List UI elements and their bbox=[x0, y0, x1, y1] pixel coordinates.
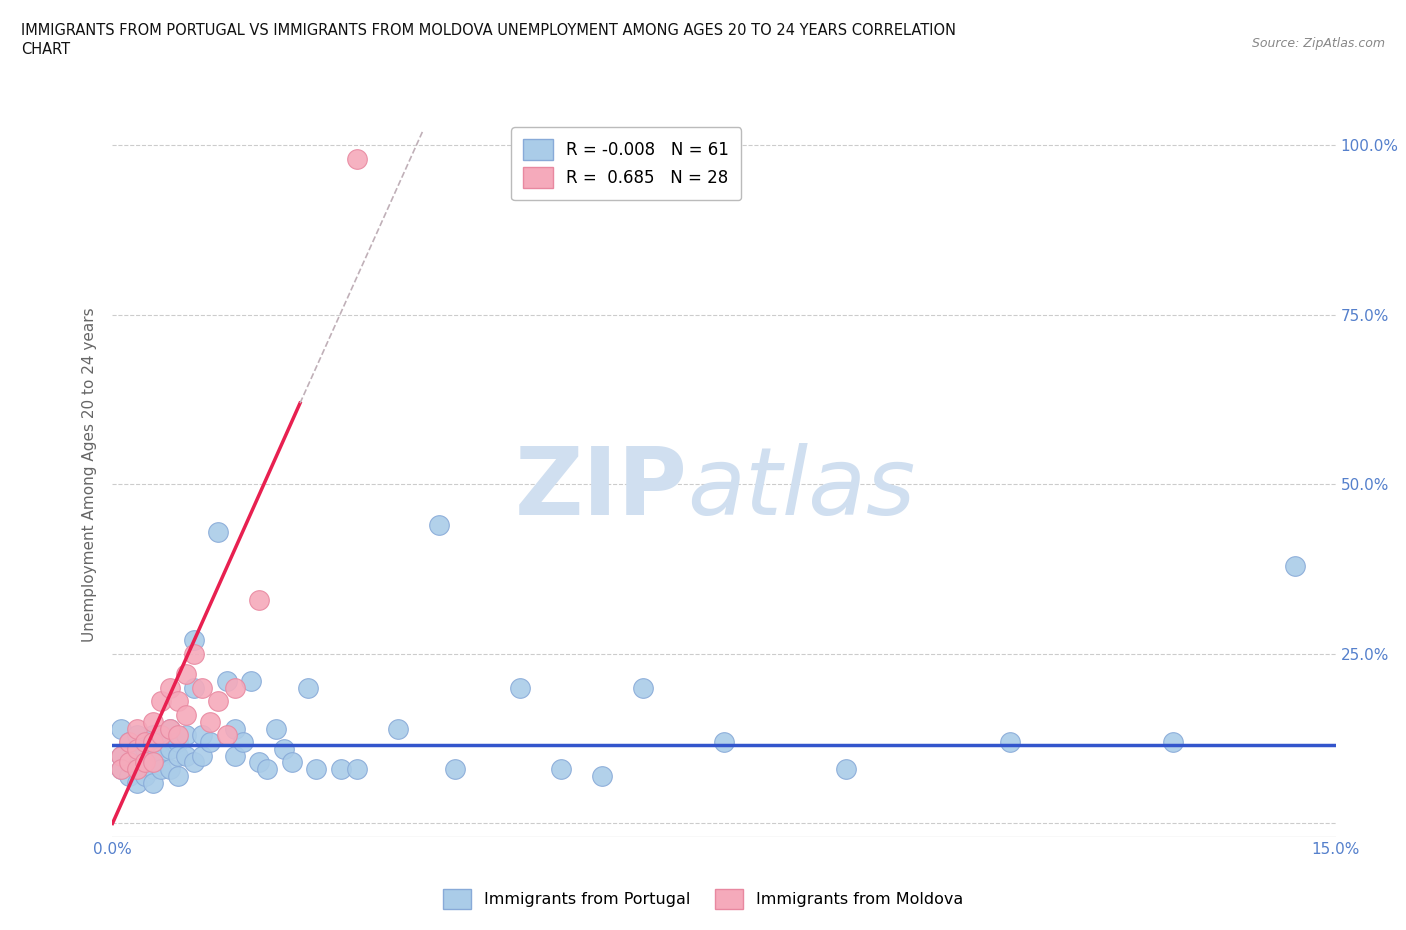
Point bbox=[166, 728, 188, 743]
Point bbox=[174, 749, 197, 764]
Point bbox=[191, 681, 214, 696]
Point bbox=[224, 749, 246, 764]
Point bbox=[183, 633, 205, 648]
Point bbox=[150, 749, 173, 764]
Point bbox=[256, 762, 278, 777]
Point bbox=[174, 708, 197, 723]
Point bbox=[224, 681, 246, 696]
Point bbox=[134, 755, 156, 770]
Point bbox=[159, 721, 181, 736]
Point bbox=[125, 728, 148, 743]
Point bbox=[281, 755, 304, 770]
Point bbox=[247, 755, 270, 770]
Point bbox=[200, 714, 222, 729]
Point bbox=[232, 735, 254, 750]
Point bbox=[207, 694, 229, 709]
Point bbox=[550, 762, 572, 777]
Point bbox=[224, 721, 246, 736]
Point bbox=[240, 673, 263, 688]
Point bbox=[346, 152, 368, 166]
Point bbox=[247, 592, 270, 607]
Point bbox=[297, 681, 319, 696]
Point bbox=[159, 741, 181, 756]
Point bbox=[125, 762, 148, 777]
Text: Source: ZipAtlas.com: Source: ZipAtlas.com bbox=[1251, 37, 1385, 50]
Point bbox=[118, 735, 141, 750]
Point bbox=[215, 673, 238, 688]
Point bbox=[207, 525, 229, 539]
Point bbox=[591, 768, 613, 783]
Point bbox=[174, 667, 197, 682]
Point bbox=[118, 755, 141, 770]
Point bbox=[346, 762, 368, 777]
Point bbox=[444, 762, 467, 777]
Point bbox=[125, 776, 148, 790]
Point bbox=[125, 749, 148, 764]
Point bbox=[1284, 558, 1306, 573]
Point bbox=[110, 762, 132, 777]
Text: IMMIGRANTS FROM PORTUGAL VS IMMIGRANTS FROM MOLDOVA UNEMPLOYMENT AMONG AGES 20 T: IMMIGRANTS FROM PORTUGAL VS IMMIGRANTS F… bbox=[21, 23, 956, 38]
Point bbox=[329, 762, 352, 777]
Point bbox=[142, 735, 165, 750]
Point bbox=[200, 735, 222, 750]
Point bbox=[110, 749, 132, 764]
Point bbox=[183, 646, 205, 661]
Point bbox=[110, 721, 132, 736]
Point bbox=[134, 768, 156, 783]
Point bbox=[159, 762, 181, 777]
Point bbox=[118, 735, 141, 750]
Point bbox=[166, 749, 188, 764]
Point bbox=[159, 721, 181, 736]
Point bbox=[125, 762, 148, 777]
Point bbox=[835, 762, 858, 777]
Point bbox=[273, 741, 295, 756]
Point bbox=[183, 755, 205, 770]
Point bbox=[110, 762, 132, 777]
Point bbox=[998, 735, 1021, 750]
Legend: Immigrants from Portugal, Immigrants from Moldova: Immigrants from Portugal, Immigrants fro… bbox=[434, 881, 972, 917]
Point bbox=[191, 749, 214, 764]
Point bbox=[142, 749, 165, 764]
Point bbox=[142, 776, 165, 790]
Legend: R = -0.008   N = 61, R =  0.685   N = 28: R = -0.008 N = 61, R = 0.685 N = 28 bbox=[512, 127, 741, 200]
Point bbox=[159, 681, 181, 696]
Point bbox=[118, 768, 141, 783]
Point bbox=[166, 768, 188, 783]
Point bbox=[150, 735, 173, 750]
Point bbox=[134, 735, 156, 750]
Point bbox=[110, 749, 132, 764]
Point bbox=[264, 721, 287, 736]
Point bbox=[166, 694, 188, 709]
Point bbox=[125, 741, 148, 756]
Point bbox=[142, 728, 165, 743]
Point bbox=[305, 762, 328, 777]
Point bbox=[631, 681, 654, 696]
Point bbox=[125, 721, 148, 736]
Point bbox=[150, 762, 173, 777]
Point bbox=[427, 518, 450, 533]
Point bbox=[183, 681, 205, 696]
Point bbox=[150, 728, 173, 743]
Point bbox=[191, 728, 214, 743]
Point bbox=[150, 694, 173, 709]
Point bbox=[142, 755, 165, 770]
Point bbox=[215, 728, 238, 743]
Point bbox=[134, 741, 156, 756]
Point bbox=[509, 681, 531, 696]
Text: CHART: CHART bbox=[21, 42, 70, 57]
Point bbox=[134, 755, 156, 770]
Point bbox=[1161, 735, 1184, 750]
Y-axis label: Unemployment Among Ages 20 to 24 years: Unemployment Among Ages 20 to 24 years bbox=[82, 307, 97, 642]
Point bbox=[118, 755, 141, 770]
Point bbox=[713, 735, 735, 750]
Point bbox=[174, 728, 197, 743]
Point bbox=[142, 714, 165, 729]
Text: atlas: atlas bbox=[688, 444, 915, 535]
Text: ZIP: ZIP bbox=[515, 443, 688, 535]
Point bbox=[166, 735, 188, 750]
Point bbox=[387, 721, 409, 736]
Point bbox=[142, 762, 165, 777]
